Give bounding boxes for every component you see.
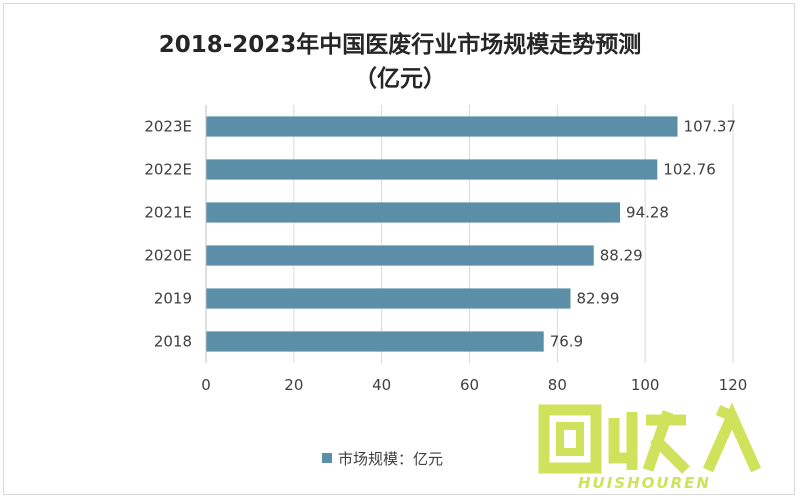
legend-swatch: [322, 453, 332, 463]
data-label-2020E: 88.29: [600, 247, 643, 265]
x-tick-label-80: 80: [548, 376, 567, 394]
category-label-2023E: 2023E: [144, 118, 192, 136]
bar-2023E: [206, 116, 678, 137]
chart-frame: [3, 3, 795, 495]
watermark-url-text: HUISHOUREN: [578, 474, 711, 492]
category-label-2019: 2019: [154, 290, 192, 308]
gridlines: [293, 105, 734, 363]
bar-2019: [206, 288, 571, 309]
bar-2022E: [206, 159, 658, 180]
category-label-2020E: 2020E: [144, 247, 192, 265]
category-label-2021E: 2021E: [144, 204, 192, 222]
x-tick-label-120: 120: [719, 376, 748, 394]
x-tick-label-100: 100: [631, 376, 660, 394]
legend: 市场规模：亿元: [322, 448, 443, 468]
chart-title-main: 2018-2023年中国医废行业市场规模走势预测: [158, 32, 642, 58]
x-tick-label-0: 0: [201, 376, 211, 394]
bars: [206, 116, 678, 352]
chart-title: 2018-2023年中国医废行业市场规模走势预测 （亿元）: [0, 28, 800, 96]
x-tick-label-20: 20: [284, 376, 303, 394]
data-label-2022E: 102.76: [663, 161, 716, 179]
x-tick-labels: 0 20 40 60 80 100 120: [201, 376, 747, 394]
data-label-2023E: 107.37: [684, 118, 737, 136]
x-tick-label-40: 40: [372, 376, 391, 394]
category-label-2022E: 2022E: [144, 161, 192, 179]
chart-subtitle: （亿元）: [354, 66, 446, 92]
category-label-2018: 2018: [154, 333, 192, 351]
category-labels: 2018 2019 2020E 2021E 2022E 2023E: [144, 118, 192, 351]
bar-2021E: [206, 202, 621, 223]
data-label-2019: 82.99: [576, 290, 619, 308]
data-label-2018: 76.9: [550, 333, 583, 351]
legend-label: 市场规模：亿元: [338, 449, 444, 468]
bar-2018: [206, 331, 544, 352]
bar-2020E: [206, 245, 594, 266]
x-tick-label-60: 60: [460, 376, 479, 394]
data-labels: 76.9 82.99 88.29 94.28 102.76 107.37: [550, 118, 736, 351]
data-label-2021E: 94.28: [626, 204, 669, 222]
huishouren-logo-watermark: [538, 402, 762, 474]
